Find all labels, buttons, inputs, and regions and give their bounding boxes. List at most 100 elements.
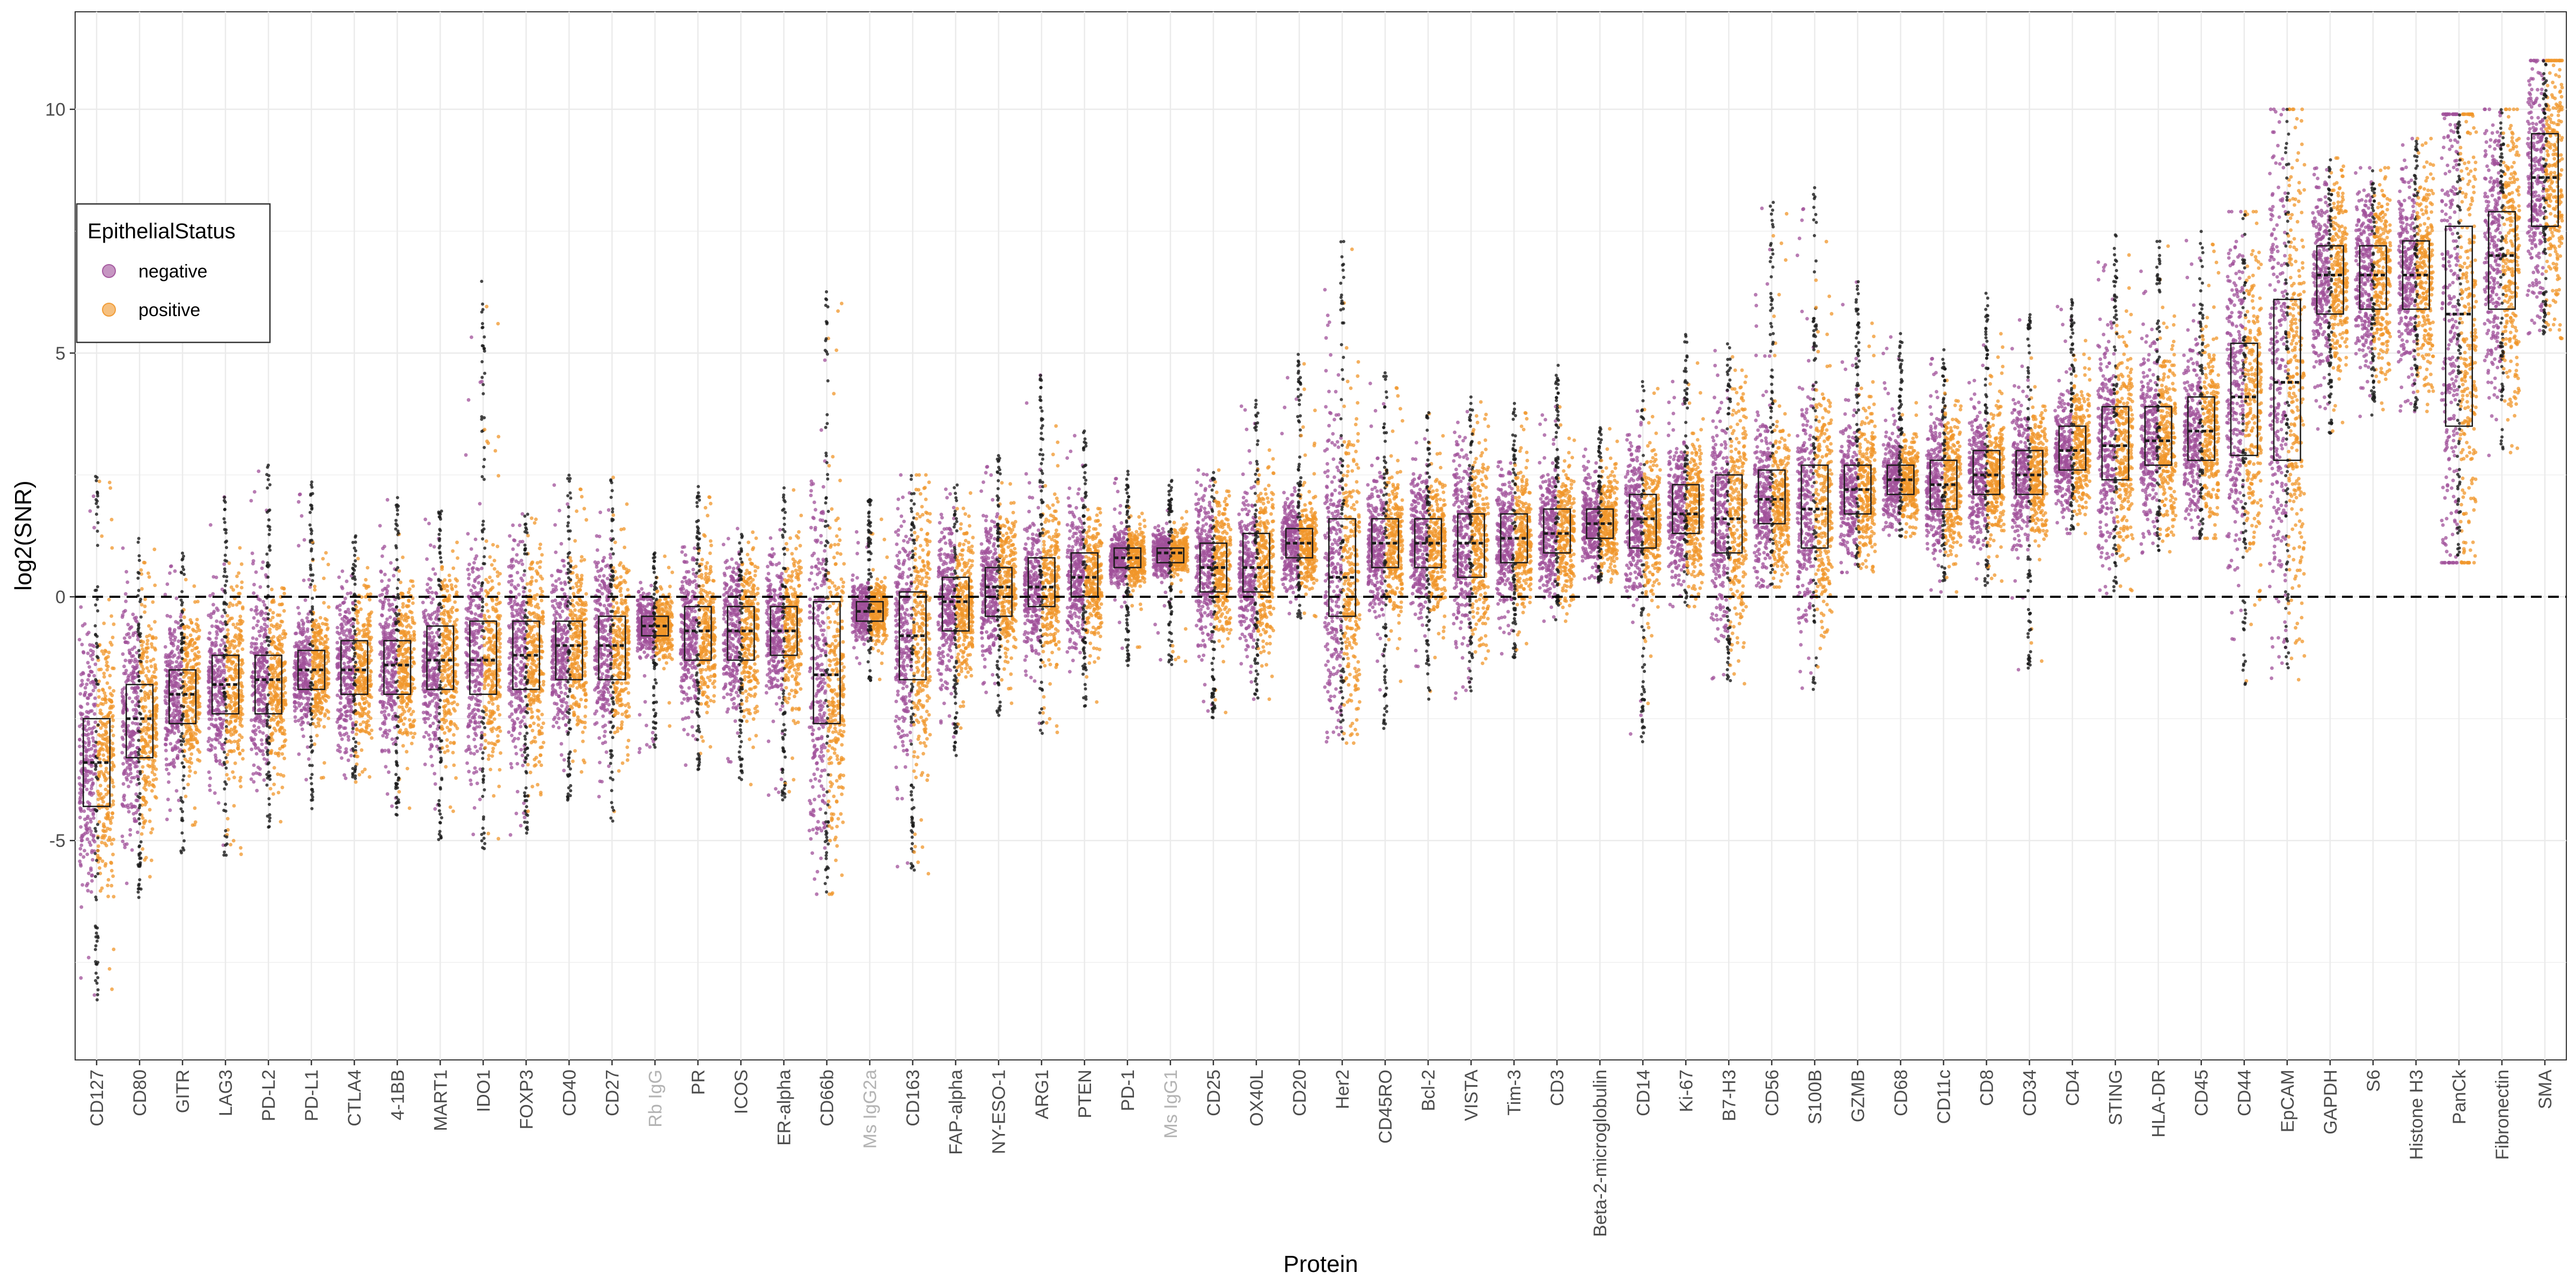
data-point <box>433 572 437 576</box>
outlier-point <box>224 531 228 535</box>
data-point <box>153 663 157 667</box>
data-point <box>379 625 384 629</box>
data-point <box>209 523 213 527</box>
data-point <box>112 947 116 952</box>
data-point <box>365 566 370 570</box>
data-point <box>83 778 87 782</box>
data-point <box>344 747 348 751</box>
data-point <box>305 619 310 624</box>
data-point <box>423 762 427 766</box>
data-point <box>216 726 220 729</box>
data-point <box>240 606 245 611</box>
data-point <box>235 584 239 588</box>
data-point <box>251 636 255 640</box>
data-point <box>323 622 327 626</box>
data-point <box>356 755 360 758</box>
data-point <box>261 752 265 757</box>
outlier-point <box>96 993 99 997</box>
data-point <box>79 843 84 847</box>
data-point <box>272 686 276 690</box>
data-point <box>292 672 296 677</box>
data-point <box>323 761 326 765</box>
data-point <box>391 624 395 628</box>
data-point <box>143 690 147 694</box>
data-point <box>93 772 97 776</box>
data-point <box>235 663 238 667</box>
data-point <box>188 746 193 750</box>
data-point <box>150 789 154 793</box>
data-point <box>78 724 82 728</box>
outlier-point <box>224 623 228 626</box>
data-point <box>92 712 97 716</box>
data-point <box>185 697 188 701</box>
data-point <box>78 859 82 863</box>
data-point <box>364 726 369 730</box>
data-point <box>431 621 436 625</box>
data-point <box>411 720 415 724</box>
data-point <box>262 693 266 697</box>
data-point <box>143 783 148 787</box>
outlier-point <box>352 737 355 741</box>
data-point <box>149 858 153 862</box>
data-point <box>127 785 130 788</box>
data-point <box>228 675 232 678</box>
outlier-point <box>180 657 184 661</box>
data-point <box>274 667 278 671</box>
data-point <box>280 720 283 724</box>
data-point <box>129 734 133 738</box>
data-point <box>93 685 97 690</box>
data-point <box>82 809 86 813</box>
outlier-point <box>95 939 99 943</box>
data-point <box>403 687 407 691</box>
data-point <box>189 708 194 712</box>
data-point <box>231 839 236 843</box>
data-point <box>253 743 258 747</box>
data-point <box>258 767 262 771</box>
data-point <box>141 816 145 820</box>
data-point <box>218 620 223 624</box>
data-point <box>183 757 187 761</box>
outlier-point <box>94 767 97 771</box>
outlier-point <box>181 623 185 626</box>
outlier-point <box>94 829 98 833</box>
data-point <box>121 652 125 656</box>
data-point <box>384 634 388 638</box>
data-point <box>189 735 193 738</box>
data-point <box>91 689 96 693</box>
data-point <box>335 641 339 645</box>
data-point <box>196 748 200 752</box>
data-point <box>88 771 92 775</box>
data-point <box>145 655 149 660</box>
data-point <box>131 612 135 617</box>
data-point <box>111 741 115 745</box>
data-point <box>301 696 305 700</box>
data-point <box>216 668 221 672</box>
data-point <box>278 747 282 751</box>
outlier-point <box>181 778 185 782</box>
outlier-point <box>310 532 313 536</box>
data-point <box>282 756 287 760</box>
data-point <box>281 650 285 654</box>
data-point <box>272 782 276 786</box>
data-point <box>233 685 237 689</box>
data-point <box>356 557 360 561</box>
outlier-point <box>224 766 228 770</box>
outlier-point <box>137 854 141 857</box>
outlier-point <box>137 626 141 630</box>
data-point <box>128 766 133 770</box>
data-point <box>78 744 82 749</box>
data-point <box>325 671 329 675</box>
data-point <box>310 676 314 680</box>
data-point <box>141 747 145 751</box>
outlier-point <box>395 806 399 809</box>
data-point <box>217 741 222 745</box>
outlier-point <box>179 807 183 811</box>
outlier-point <box>354 740 357 744</box>
data-point <box>130 647 134 652</box>
outlier-point <box>137 572 141 575</box>
outlier-point <box>309 564 312 567</box>
data-point <box>383 630 387 634</box>
data-point <box>319 636 323 640</box>
data-point <box>142 709 147 713</box>
data-point <box>98 708 103 712</box>
